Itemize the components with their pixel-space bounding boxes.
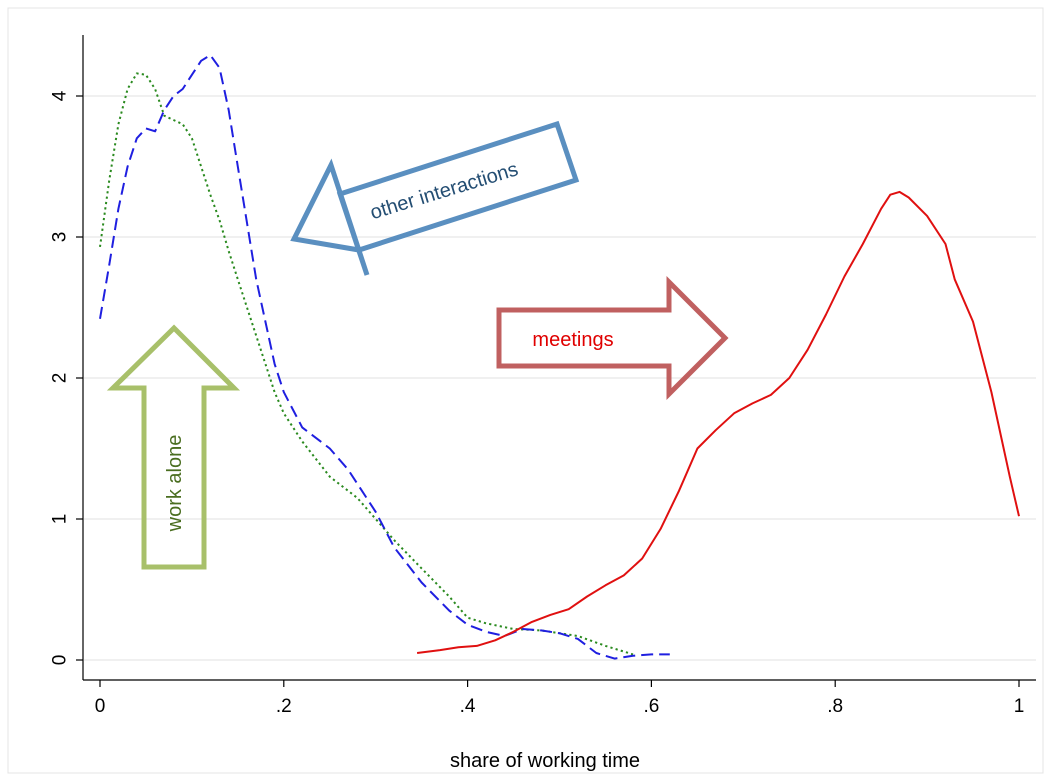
x-tick-label: .8 (827, 696, 843, 717)
series-line-meetings (416, 190, 1020, 654)
annotation-meetings: meetings (496, 275, 729, 401)
series-line-other-interactions (99, 54, 670, 660)
meetings-label: meetings (532, 329, 613, 351)
x-axis-title: share of working time (450, 750, 640, 772)
x-tick-label: .2 (276, 696, 292, 717)
y-tick-label: 0 (50, 655, 71, 666)
y-tick-label: 3 (50, 232, 71, 243)
ticks: 0 1 2 3 4 0 .2 .4 .6 .8 1 (50, 90, 1025, 717)
y-tick-label: 4 (50, 90, 71, 101)
work-alone-arrow (106, 324, 241, 570)
chart-frame (7, 7, 1044, 774)
series-line-work-alone (99, 72, 634, 656)
y-tick-label: 1 (50, 514, 71, 525)
grid-lines (84, 95, 1036, 661)
x-tick-label: 1 (1014, 696, 1025, 717)
x-tick-label: .4 (460, 696, 476, 717)
series (99, 54, 1020, 660)
y-tick-label: 2 (50, 373, 71, 384)
meetings-arrow (496, 275, 729, 401)
axes (82, 35, 1036, 681)
x-tick-label: 0 (95, 696, 106, 717)
other-interactions-arrow (290, 120, 580, 276)
x-tick-label: .6 (643, 696, 659, 717)
annotation-work-alone: work alone (106, 324, 241, 570)
work-alone-label: work alone (164, 435, 186, 533)
